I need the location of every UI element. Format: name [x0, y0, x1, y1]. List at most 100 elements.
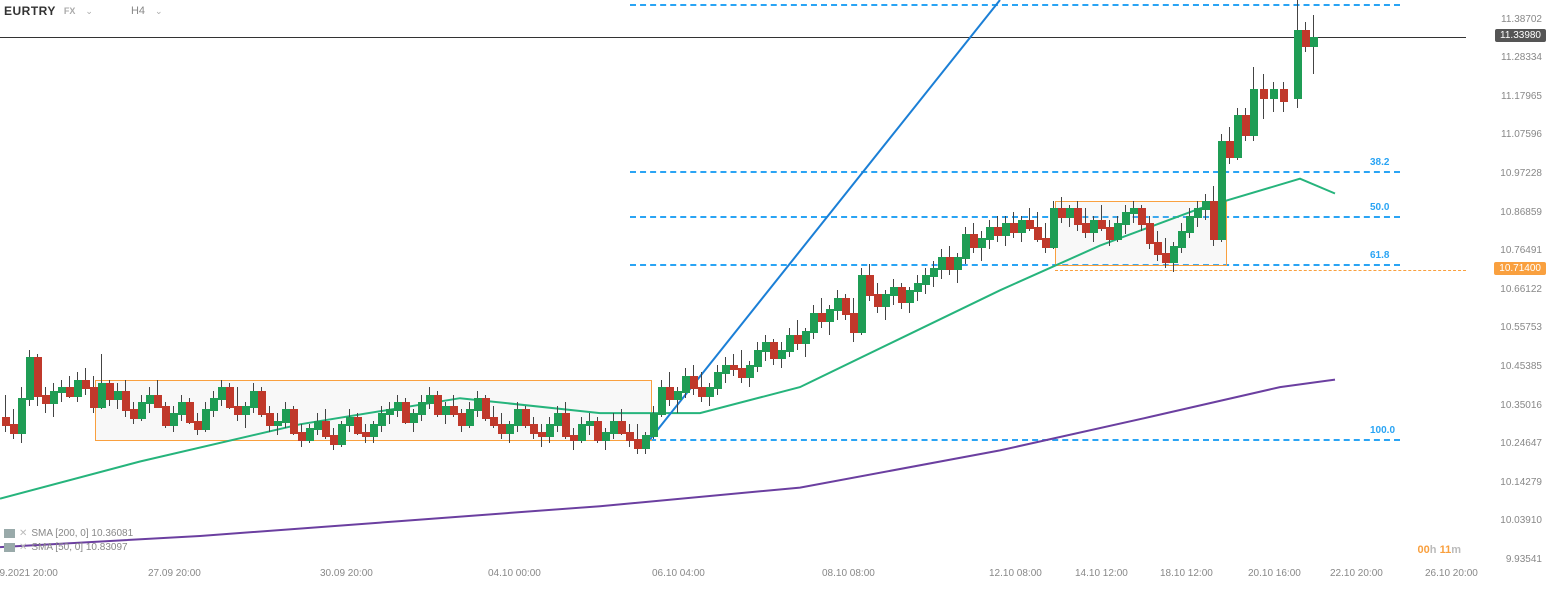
candle[interactable]	[834, 290, 840, 320]
candle[interactable]	[618, 409, 624, 435]
candle[interactable]	[1026, 208, 1032, 230]
candle[interactable]	[274, 413, 280, 435]
candle[interactable]	[90, 376, 96, 413]
candle[interactable]	[1194, 201, 1200, 227]
candle[interactable]	[426, 387, 432, 409]
candle[interactable]	[346, 409, 352, 431]
candle[interactable]	[882, 290, 888, 320]
candle[interactable]	[666, 372, 672, 405]
candle[interactable]	[1018, 216, 1024, 242]
candle[interactable]	[298, 424, 304, 446]
candle[interactable]	[314, 413, 320, 435]
fib-level-line[interactable]	[630, 171, 1400, 173]
candle[interactable]	[914, 275, 920, 301]
candle[interactable]	[1114, 216, 1120, 242]
candle[interactable]	[986, 220, 992, 250]
candle[interactable]	[2, 395, 8, 432]
candle[interactable]	[82, 368, 88, 394]
candle[interactable]	[26, 350, 32, 406]
candle[interactable]	[434, 391, 440, 417]
candle[interactable]	[442, 402, 448, 424]
candle[interactable]	[186, 398, 192, 424]
indicator-row[interactable]: ✕SMA [200, 0] 10.36081	[4, 528, 133, 539]
candle[interactable]	[1010, 212, 1016, 238]
candle[interactable]	[42, 387, 48, 413]
candle[interactable]	[954, 253, 960, 283]
candle[interactable]	[682, 368, 688, 398]
candle[interactable]	[290, 406, 296, 436]
candle[interactable]	[858, 268, 864, 335]
candle[interactable]	[658, 380, 664, 417]
candle[interactable]	[922, 268, 928, 294]
candle[interactable]	[370, 421, 376, 443]
candle[interactable]	[146, 387, 152, 413]
candle[interactable]	[58, 380, 64, 402]
candle[interactable]	[722, 357, 728, 383]
candle[interactable]	[322, 409, 328, 439]
candle[interactable]	[210, 391, 216, 417]
candle[interactable]	[642, 432, 648, 454]
candle[interactable]	[850, 298, 856, 343]
candle[interactable]	[34, 354, 40, 406]
candle[interactable]	[554, 406, 560, 432]
candle[interactable]	[546, 417, 552, 443]
candle[interactable]	[1122, 205, 1128, 235]
chart-plot[interactable]: 0.038.250.061.8100.0	[0, 0, 1466, 560]
candle[interactable]	[1234, 108, 1240, 160]
candle[interactable]	[770, 339, 776, 365]
candle[interactable]	[282, 402, 288, 428]
candle[interactable]	[714, 365, 720, 395]
candle[interactable]	[1218, 134, 1224, 242]
candle[interactable]	[402, 398, 408, 424]
candle[interactable]	[1074, 201, 1080, 231]
candle[interactable]	[10, 409, 16, 439]
candle[interactable]	[74, 372, 80, 402]
candle[interactable]	[906, 287, 912, 313]
candle[interactable]	[50, 383, 56, 416]
candle[interactable]	[154, 380, 160, 406]
candle[interactable]	[594, 417, 600, 443]
close-icon[interactable]: ✕	[19, 542, 27, 553]
candle[interactable]	[802, 328, 808, 358]
candle[interactable]	[1280, 82, 1286, 112]
candle[interactable]	[674, 387, 680, 413]
candle[interactable]	[1154, 231, 1160, 261]
candle[interactable]	[786, 328, 792, 358]
fib-level-line[interactable]	[630, 264, 1400, 266]
candle[interactable]	[162, 402, 168, 428]
candle[interactable]	[866, 264, 872, 301]
candle[interactable]	[1226, 127, 1232, 164]
candle[interactable]	[410, 409, 416, 431]
candle[interactable]	[242, 402, 248, 428]
candle[interactable]	[218, 380, 224, 406]
candle[interactable]	[898, 283, 904, 309]
candle[interactable]	[330, 428, 336, 450]
candle[interactable]	[378, 406, 384, 432]
candle[interactable]	[762, 335, 768, 361]
candle[interactable]	[946, 246, 952, 276]
candle[interactable]	[130, 402, 136, 424]
candle[interactable]	[538, 424, 544, 446]
candle[interactable]	[1138, 205, 1144, 231]
candle[interactable]	[738, 350, 744, 383]
candle[interactable]	[522, 406, 528, 428]
candle[interactable]	[570, 428, 576, 450]
candle[interactable]	[690, 365, 696, 395]
candle[interactable]	[818, 298, 824, 328]
candle[interactable]	[354, 413, 360, 435]
candle[interactable]	[1058, 197, 1064, 223]
candle[interactable]	[978, 231, 984, 261]
candle[interactable]	[170, 406, 176, 432]
candle[interactable]	[474, 391, 480, 417]
candle[interactable]	[890, 279, 896, 305]
candle[interactable]	[1178, 223, 1184, 253]
candle[interactable]	[1050, 201, 1056, 249]
candle[interactable]	[1202, 194, 1208, 220]
candle[interactable]	[626, 424, 632, 446]
candle[interactable]	[650, 406, 656, 439]
candle[interactable]	[338, 421, 344, 447]
candle[interactable]	[1242, 108, 1248, 141]
candle[interactable]	[938, 249, 944, 279]
candle[interactable]	[1186, 208, 1192, 238]
candle[interactable]	[106, 380, 112, 406]
